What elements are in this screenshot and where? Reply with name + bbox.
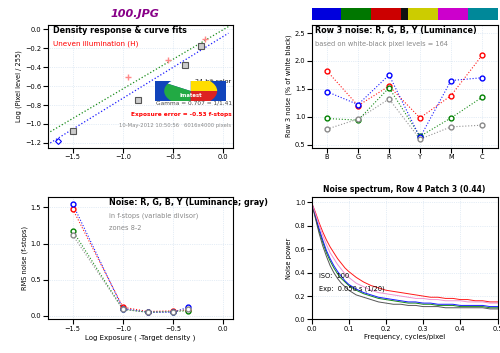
Text: in f-stops (variable divisor): in f-stops (variable divisor) [109, 213, 198, 219]
Text: 100.JPG: 100.JPG [110, 9, 160, 19]
Text: Gamma = 0.707 = 1/1.41: Gamma = 0.707 = 1/1.41 [156, 101, 232, 106]
Y-axis label: Log (Pixel level / 255): Log (Pixel level / 255) [16, 50, 22, 122]
Y-axis label: Row 3 noise (% of white black): Row 3 noise (% of white black) [286, 35, 292, 137]
X-axis label: Frequency, cycles/pixel: Frequency, cycles/pixel [364, 335, 445, 341]
Text: Row 3 noise: R, G, B, Y (Luminance): Row 3 noise: R, G, B, Y (Luminance) [316, 26, 477, 35]
Text: Uneven illumination (H): Uneven illumination (H) [53, 41, 138, 47]
Text: Exposure error = -0.53 f-stops: Exposure error = -0.53 f-stops [131, 112, 232, 117]
Text: 24-bit color: 24-bit color [196, 79, 232, 84]
Text: Noise: R, G, B, Y (Luminance; gray): Noise: R, G, B, Y (Luminance; gray) [109, 198, 268, 207]
Text: ISO:  100: ISO: 100 [319, 273, 349, 279]
Title: Noise spectrum, Row 4 Patch 3 (0.44): Noise spectrum, Row 4 Patch 3 (0.44) [324, 185, 486, 195]
Y-axis label: RMS noise (f-stops): RMS noise (f-stops) [22, 226, 28, 290]
Text: based on white-black pixel levels = 164: based on white-black pixel levels = 164 [316, 41, 448, 47]
Text: Density response & curve fits: Density response & curve fits [53, 26, 187, 35]
X-axis label: Log Exposure ( -Target density ): Log Exposure ( -Target density ) [86, 335, 196, 341]
Text: 10-May-2012 10:50:56   6016x4000 pixels: 10-May-2012 10:50:56 6016x4000 pixels [120, 123, 232, 128]
Y-axis label: Noise power: Noise power [286, 238, 292, 279]
Text: Exp:  0.050 s (1/20): Exp: 0.050 s (1/20) [319, 285, 384, 292]
Text: zones 8-2: zones 8-2 [109, 225, 142, 231]
